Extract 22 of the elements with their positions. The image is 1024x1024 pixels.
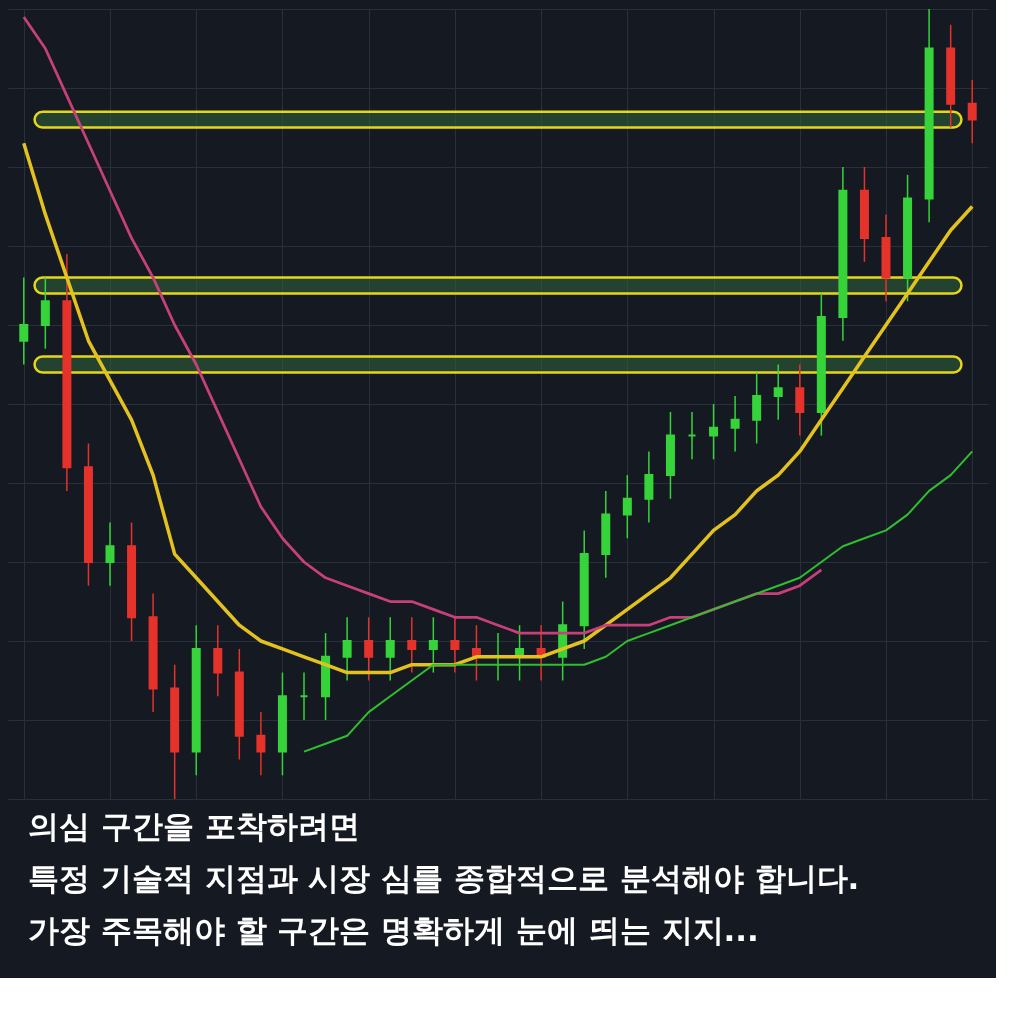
- candlestick: [407, 616, 417, 674]
- candlestick: [105, 521, 115, 587]
- candlestick: [19, 276, 29, 366]
- candlestick: [428, 616, 438, 674]
- candlestick: [213, 624, 223, 698]
- candlestick: [709, 403, 719, 461]
- candlestick: [967, 79, 977, 145]
- candlestick: [622, 474, 632, 540]
- candlestick: [385, 616, 395, 682]
- candlestick: [752, 371, 762, 445]
- candlestick: [256, 711, 266, 777]
- candlestick: [342, 616, 352, 682]
- candlestick: [795, 363, 805, 437]
- candlestick: [450, 616, 460, 674]
- text: 의심 구간을 포착하려면: [28, 808, 360, 844]
- candlestick: [730, 395, 740, 453]
- candlestick: [364, 616, 374, 682]
- candlestick: [773, 363, 783, 421]
- text: 가장 주목해야 할 구간은 명확하게 눈에 띄는 지지...: [28, 912, 759, 948]
- candlestick: [40, 276, 50, 350]
- candlestick: [644, 450, 654, 524]
- text: 특정 기술적 지점과 시장 심를 종합적으로 분석해야 합니다.: [28, 860, 860, 896]
